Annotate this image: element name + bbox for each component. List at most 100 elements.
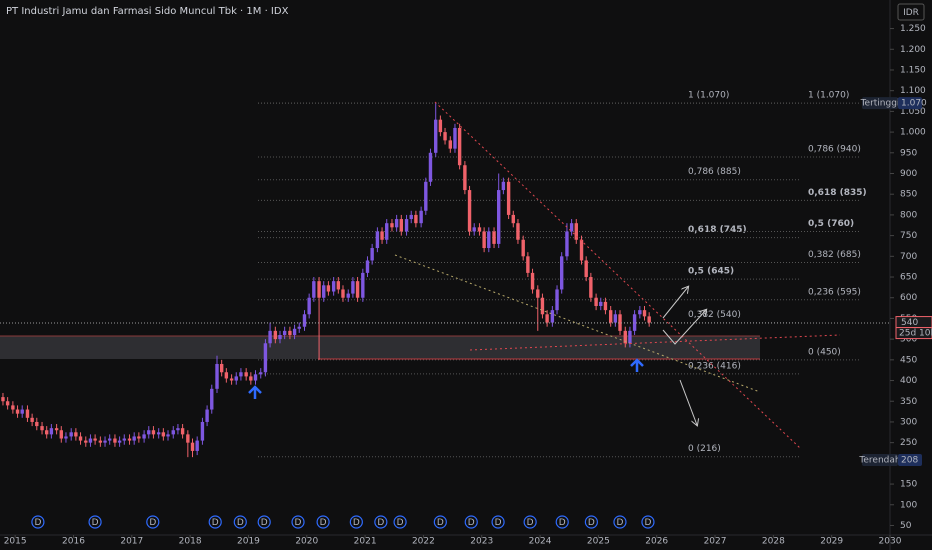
candle-body [530, 272, 535, 290]
y-tick-label: 400 [900, 376, 917, 386]
candle-body [117, 440, 122, 443]
fib-label: 0,618 (745) [688, 225, 747, 235]
event-marker [464, 515, 478, 529]
y-tick-label: 150 [900, 480, 917, 490]
marker-value-box [898, 454, 922, 467]
x-tick-label: 2019 [237, 537, 260, 547]
y-tick-label: 1.100 [900, 86, 926, 96]
x-tick-label: 2027 [704, 537, 727, 547]
event-label: D [295, 518, 302, 528]
candle-body [370, 248, 374, 261]
candle-body [317, 281, 321, 298]
x-tick-label: 2015 [4, 537, 27, 547]
fib-label: 0,382 (685) [808, 250, 861, 260]
candle-body [608, 310, 613, 323]
event-marker [433, 515, 447, 529]
x-tick-label: 2018 [179, 537, 202, 547]
candle-body [394, 219, 399, 228]
x-tick-label: 2026 [645, 537, 668, 547]
candles [1, 103, 651, 458]
candle-body [253, 374, 258, 381]
event-label: D [377, 518, 384, 528]
event-label: D [34, 518, 41, 528]
candle-body [74, 432, 78, 437]
candle-body [346, 293, 350, 298]
candle-body [312, 281, 316, 298]
fib-label: 0,786 (885) [688, 167, 741, 177]
x-tick-label: 2025 [587, 537, 610, 547]
candle-body [331, 281, 336, 292]
trendline [469, 334, 841, 351]
candle-body [302, 314, 307, 327]
candle-body [54, 428, 59, 431]
candle-body [180, 428, 185, 435]
y-tick-label: 500 [900, 335, 917, 345]
drawings-under [0, 335, 760, 360]
event-marker [523, 515, 537, 529]
y-tick-label: 350 [900, 397, 917, 407]
event-marker [584, 515, 598, 529]
event-label: D [616, 518, 623, 528]
candle-body [186, 434, 190, 443]
candle-body [142, 434, 146, 439]
candle-body [127, 438, 132, 441]
y-tick-label: 750 [900, 231, 917, 241]
candle-body [88, 438, 93, 443]
candle-body [268, 330, 272, 344]
event-marker [291, 515, 305, 529]
candle-body [453, 127, 457, 149]
candle-body [341, 289, 345, 298]
candle-body [107, 438, 112, 441]
candle-body [511, 214, 515, 224]
y-tick-label: 900 [900, 169, 917, 179]
candle-body [292, 328, 297, 335]
marker-name-box [862, 454, 898, 467]
candle-body [69, 432, 73, 437]
event-label: D [212, 518, 219, 528]
y-tick-label: 1.200 [900, 45, 926, 55]
y-tick-label: 50 [900, 521, 912, 531]
currency-box [897, 3, 925, 21]
candle-body [399, 219, 404, 232]
y-tick-label: 800 [900, 210, 917, 220]
candle-body [297, 326, 301, 329]
candle-body [579, 239, 584, 261]
candle-body [64, 436, 68, 439]
candle-body [11, 405, 15, 410]
event-label: D [644, 518, 651, 528]
candle-body [448, 140, 452, 149]
candle-body [599, 301, 603, 307]
fib-label: 0,236 (416) [688, 361, 741, 371]
candle-body [559, 256, 564, 290]
candle-body [477, 227, 482, 232]
fib-label: 0,236 (595) [808, 287, 861, 297]
candle-body [205, 409, 209, 422]
candle-body [385, 223, 389, 240]
last-price: 540 [901, 318, 918, 328]
event-marker [208, 515, 222, 529]
candle-body [45, 430, 49, 435]
y-tick-label: 650 [900, 273, 917, 283]
candle-body [59, 430, 63, 439]
candle-body [492, 231, 496, 244]
candle-body [219, 363, 224, 373]
candle-body [195, 440, 199, 451]
candle-body [215, 363, 219, 389]
y-tick-label: 100 [900, 500, 917, 510]
event-marker [613, 515, 627, 529]
fib-label: 0,5 (645) [688, 267, 734, 277]
signal-arrow [248, 385, 262, 399]
fib-label: 0,382 (540) [688, 310, 741, 320]
candle-body [15, 409, 20, 414]
countdown-box [895, 327, 932, 340]
candle-body [336, 281, 341, 290]
event-marker [349, 515, 363, 529]
candle-body [355, 281, 360, 298]
event-label: D [527, 518, 534, 528]
fib-label: 0,5 (760) [808, 219, 854, 229]
event-label: D [468, 518, 475, 528]
candle-body [122, 438, 126, 441]
candle-body [171, 430, 175, 435]
candle-body [618, 314, 622, 331]
